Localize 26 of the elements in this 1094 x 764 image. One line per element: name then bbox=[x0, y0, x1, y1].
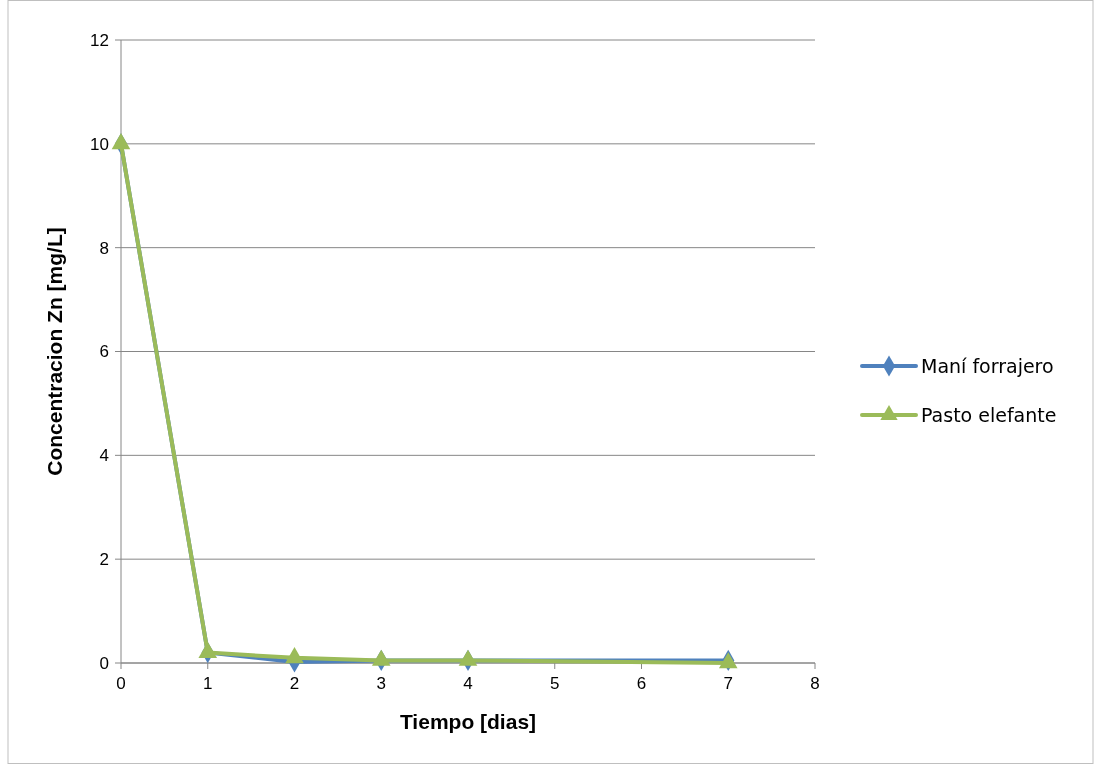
point bbox=[718, 652, 738, 669]
x-tick-label: 3 bbox=[376, 674, 386, 693]
y-tick-label: 2 bbox=[99, 550, 109, 570]
x-tick-label: 2 bbox=[289, 674, 300, 693]
x-tick-label: 1 bbox=[203, 674, 213, 693]
point bbox=[458, 649, 478, 666]
y-axis-title: Concentracion Zn [mg/L] bbox=[43, 227, 66, 476]
x-tick-label: 8 bbox=[810, 674, 820, 693]
x-tick-label: 0 bbox=[116, 674, 126, 693]
point bbox=[371, 649, 391, 666]
point bbox=[198, 641, 218, 658]
x-tick-label: 7 bbox=[723, 674, 733, 693]
y-tick-label: 10 bbox=[90, 134, 109, 154]
point bbox=[111, 133, 131, 150]
y-tick-label: 0 bbox=[99, 653, 109, 673]
y-tick-label: 6 bbox=[99, 342, 109, 362]
x-axis-title: Tiempo [dias] bbox=[399, 710, 537, 733]
y-tick-label: 4 bbox=[99, 446, 109, 466]
legend-label: Maní forrajero bbox=[921, 354, 1054, 377]
x-tick-label: 5 bbox=[550, 674, 560, 693]
y-tick-label: 8 bbox=[99, 238, 109, 258]
point bbox=[285, 647, 304, 664]
legend-label: Pasto elefante bbox=[921, 403, 1057, 426]
x-tick-label: 6 bbox=[636, 674, 647, 693]
x-tick-label: 4 bbox=[463, 674, 473, 693]
y-tick-label: 12 bbox=[90, 30, 109, 50]
